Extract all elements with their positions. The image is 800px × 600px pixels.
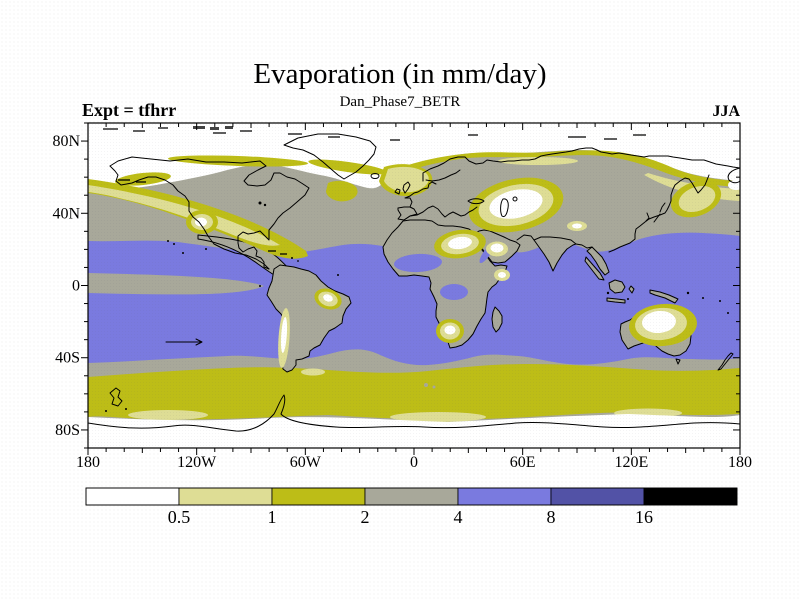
plot-subtitle: Dan_Phase7_BETR	[339, 94, 461, 110]
coastlines	[88, 133, 740, 432]
colorbar-boundary-label: 0.5	[168, 507, 191, 527]
coast-eurasia-arctic	[422, 147, 740, 182]
coast-north-america-west	[109, 165, 270, 270]
coast-greenland	[283, 133, 377, 180]
colorbar-segment-0.5-to-1	[178, 487, 273, 506]
coast-tasmania	[675, 358, 681, 365]
coast-chukotka	[727, 167, 740, 184]
x-tick-label: 180	[728, 454, 752, 471]
coast-persian-gulf	[516, 234, 535, 241]
colorbar-segment-8-to-16	[550, 487, 645, 506]
coast-antarctica	[88, 394, 740, 432]
caribbean-dashes	[268, 250, 287, 255]
colorbar-boundary-label: 8	[547, 507, 556, 527]
coast-japan	[653, 202, 666, 223]
coast-baltic	[425, 169, 461, 182]
x-tick-label: 120W	[177, 454, 217, 471]
colorbar-outline	[85, 487, 738, 506]
stipple-texture	[88, 123, 740, 448]
x-tick-label: 180	[76, 454, 100, 471]
island-specks	[105, 240, 729, 412]
world-map	[81, 122, 741, 455]
y-tick-label: 80S	[55, 422, 80, 439]
great-lakes-speck	[258, 201, 262, 205]
coast-subantarctic-islands	[109, 387, 123, 407]
coast-korea	[645, 212, 650, 222]
colorbar-segment-2-to-4	[364, 487, 459, 506]
coast-ireland	[394, 188, 401, 195]
axis-tick-marks	[81, 122, 741, 455]
colorbar-boundary-label: 1	[268, 507, 277, 527]
colorbar-segment-below-0.5	[85, 487, 180, 506]
coast-iceland	[370, 173, 380, 179]
colorbar-segment-1-to-2	[271, 487, 366, 506]
x-axis-labels: 180 120W 60W 0 60E 120E 180	[76, 454, 752, 471]
colorbar-legend: 0.5 1 2 4 8 16	[85, 487, 738, 527]
colorbar-boundary-label: 2	[361, 507, 370, 527]
coast-britain	[402, 181, 411, 194]
season-label: JJA	[712, 103, 740, 120]
coast-aral	[512, 196, 518, 202]
y-tick-label: 40N	[52, 205, 80, 222]
colorbar-boundary-label: 16	[635, 507, 653, 527]
tiny-label-smudge	[210, 127, 219, 130]
plot-title: Evaporation (in mm/day)	[253, 58, 547, 90]
vector-artifact-arrow	[165, 338, 203, 346]
x-tick-label: 60W	[290, 454, 322, 471]
x-tick-label: 60E	[510, 454, 536, 471]
arctic-dashes	[103, 126, 646, 183]
colorbar-boundary-label: 4	[454, 507, 463, 527]
coast-north-america	[109, 156, 310, 270]
y-axis-labels: 80N 40N 0 40S 80S	[52, 133, 80, 439]
coast-caspian	[500, 198, 509, 217]
tiny-label-smudge	[193, 126, 205, 129]
x-tick-label: 0	[410, 454, 418, 471]
experiment-label: Expt = tfhrr	[82, 100, 177, 120]
colorbar-segment-4-to-8	[457, 487, 552, 506]
coast-east-asia	[608, 174, 710, 253]
coast-mediterranean-north	[403, 205, 478, 221]
y-tick-label: 0	[72, 278, 80, 295]
y-tick-label: 40S	[55, 350, 80, 367]
coast-nw-europe	[404, 181, 437, 208]
coast-new-zealand	[717, 352, 734, 371]
coast-black-sea	[467, 198, 485, 205]
great-lakes-speck	[263, 203, 267, 207]
tiny-label-smudge	[225, 126, 233, 129]
colorbar-segment-above-16	[643, 487, 738, 506]
x-tick-label: 120E	[614, 454, 648, 471]
y-tick-label: 80N	[52, 133, 80, 150]
coast-burma	[575, 243, 593, 249]
